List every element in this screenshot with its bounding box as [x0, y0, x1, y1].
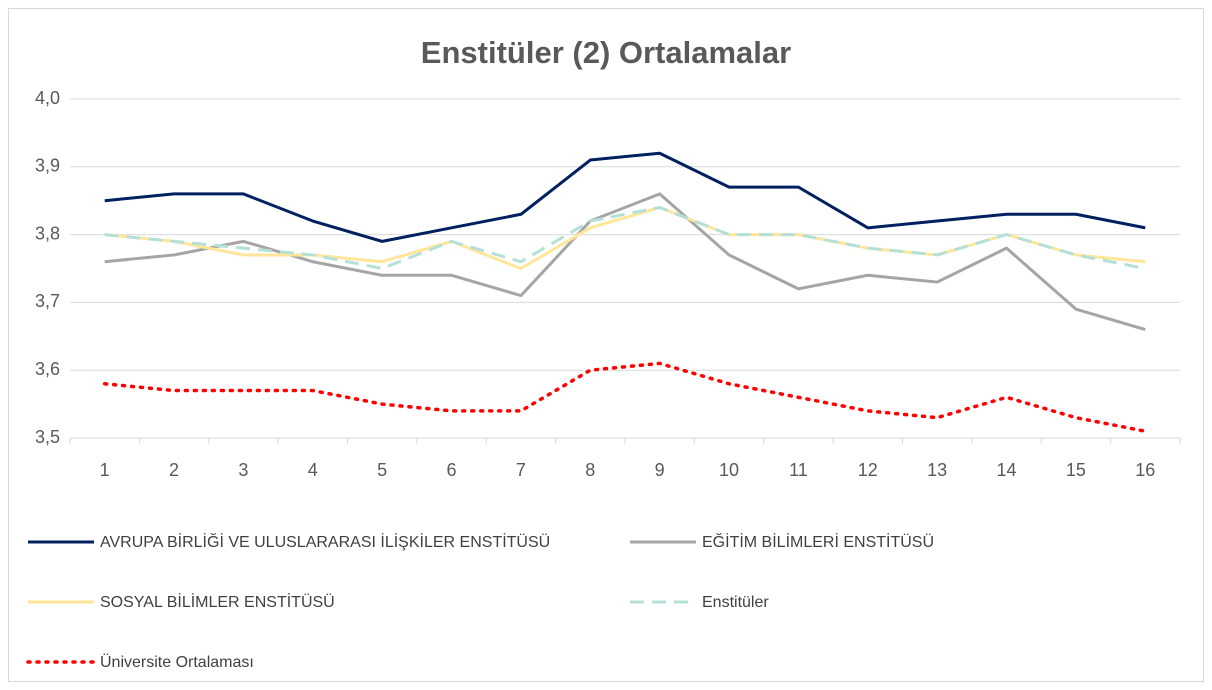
x-tick-label: 12	[858, 460, 878, 480]
x-tick-label: 4	[308, 460, 318, 480]
chart-title: Enstitüler (2) Ortalamalar	[421, 35, 791, 70]
legend-label: AVRUPA BİRLİĞİ VE ULUSLARARASI İLİŞKİLER…	[100, 532, 550, 551]
y-tick-label: 3,7	[35, 291, 60, 311]
series-line	[104, 192, 1146, 331]
legend-label: SOSYAL BİLİMLER ENSTİTÜSÜ	[100, 592, 335, 611]
series-line	[104, 205, 1146, 270]
x-tick-label: 16	[1135, 460, 1155, 480]
y-tick-label: 3,5	[35, 427, 60, 447]
legend-label: EĞİTİM BİLİMLERİ ENSTİTÜSÜ	[702, 532, 934, 551]
y-tick-label: 3,6	[35, 359, 60, 379]
x-tick-label: 5	[377, 460, 387, 480]
y-tick-label: 3,9	[35, 156, 60, 176]
y-tick-label: 4,0	[35, 88, 60, 108]
x-tick-label: 3	[238, 460, 248, 480]
legend-label: Enstitüler	[702, 594, 769, 611]
x-tick-label: 13	[927, 460, 947, 480]
legend-label: Üniversite Ortalaması	[100, 653, 254, 671]
x-tick-label: 14	[997, 460, 1017, 480]
x-tick-label: 10	[719, 460, 739, 480]
y-tick-label: 3,8	[35, 223, 60, 243]
x-tick-label: 2	[169, 460, 179, 480]
x-tick-label: 1	[100, 460, 110, 480]
x-tick-label: 8	[585, 460, 595, 480]
x-tick-label: 7	[516, 460, 526, 480]
x-tick-label: 6	[447, 460, 457, 480]
series-line	[104, 151, 1146, 243]
x-tick-label: 11	[789, 460, 808, 480]
chart-border	[8, 8, 1204, 682]
x-tick-label: 9	[655, 460, 665, 480]
series-line	[102, 361, 1148, 433]
x-tick-label: 15	[1066, 460, 1086, 480]
